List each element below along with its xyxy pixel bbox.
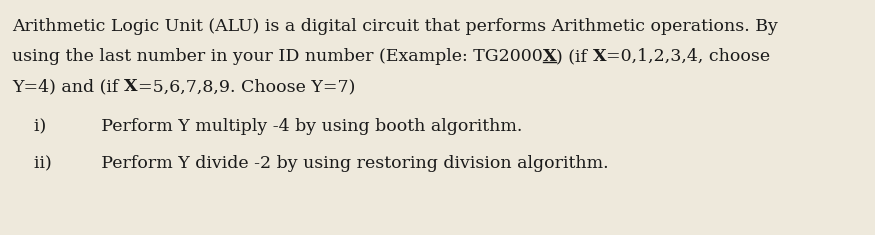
Text: X: X bbox=[593, 48, 606, 65]
Text: Y=4) and (if: Y=4) and (if bbox=[12, 78, 124, 95]
Text: ) (if: ) (if bbox=[556, 48, 593, 65]
Text: using the last number in your ID number (Example: TG2000: using the last number in your ID number … bbox=[12, 48, 542, 65]
Text: i)          Perform Y multiply -4 by using booth algorithm.: i) Perform Y multiply -4 by using booth … bbox=[12, 118, 522, 135]
Text: ii)         Perform Y divide -2 by using restoring division algorithm.: ii) Perform Y divide -2 by using restori… bbox=[12, 155, 609, 172]
Text: Arithmetic Logic Unit (ALU) is a digital circuit that performs Arithmetic operat: Arithmetic Logic Unit (ALU) is a digital… bbox=[12, 18, 778, 35]
Text: X: X bbox=[542, 48, 556, 65]
Text: =5,6,7,8,9. Choose Y=7): =5,6,7,8,9. Choose Y=7) bbox=[137, 78, 355, 95]
Text: X: X bbox=[124, 78, 137, 95]
Text: =0,1,2,3,4, choose: =0,1,2,3,4, choose bbox=[606, 48, 771, 65]
